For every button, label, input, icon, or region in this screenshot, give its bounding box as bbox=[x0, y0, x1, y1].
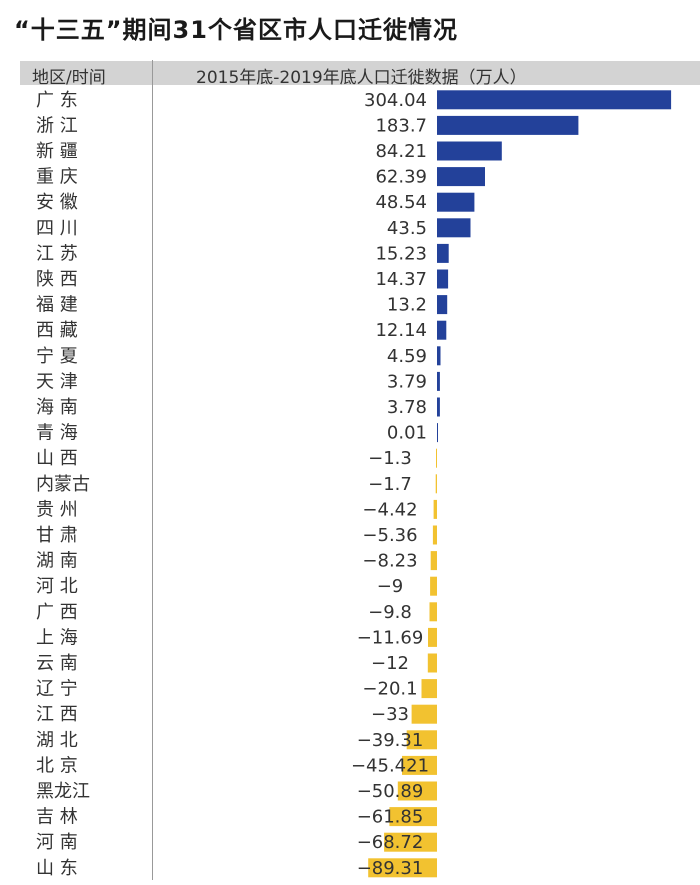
category-label: 天 津 bbox=[36, 371, 78, 392]
category-label: 浙 江 bbox=[36, 115, 78, 136]
bar bbox=[428, 627, 437, 647]
data-label: −61.85 bbox=[357, 807, 424, 828]
bar bbox=[402, 755, 437, 775]
category-label: 福 建 bbox=[36, 295, 78, 316]
data-label: −9.8 bbox=[368, 602, 412, 623]
data-label: 304.04 bbox=[364, 90, 427, 111]
category-label: 湖 北 bbox=[36, 730, 78, 751]
category-label: 广 西 bbox=[36, 602, 78, 623]
category-label: 江 西 bbox=[36, 704, 78, 725]
data-label: −45.421 bbox=[351, 755, 429, 776]
category-label: 陕 西 bbox=[36, 269, 78, 290]
bar bbox=[437, 115, 579, 135]
category-label: 贵 州 bbox=[36, 499, 78, 520]
data-label: −11.69 bbox=[357, 627, 424, 648]
data-label: 4.59 bbox=[387, 346, 427, 367]
data-label: 3.78 bbox=[387, 397, 427, 418]
category-label: 重 庆 bbox=[36, 167, 78, 188]
data-label: 48.54 bbox=[375, 192, 427, 213]
data-label: 13.2 bbox=[387, 295, 427, 316]
data-label: 183.7 bbox=[375, 115, 427, 136]
bar bbox=[389, 807, 437, 827]
bar bbox=[430, 576, 437, 596]
data-label: −20.1 bbox=[362, 679, 417, 700]
bar bbox=[436, 448, 437, 468]
data-label: 43.5 bbox=[387, 218, 427, 239]
bar bbox=[368, 858, 437, 878]
bar bbox=[437, 218, 471, 238]
column-divider bbox=[152, 60, 153, 880]
category-label: 宁 夏 bbox=[36, 346, 78, 367]
category-label: 云 南 bbox=[36, 653, 78, 674]
bar bbox=[384, 832, 437, 852]
bar bbox=[437, 423, 438, 443]
bar bbox=[437, 192, 475, 212]
header-data-label: 2015年底-2019年底人口迁徙数据（万人） bbox=[196, 68, 527, 88]
bar bbox=[437, 397, 440, 417]
category-label: 上 海 bbox=[36, 627, 78, 648]
data-label: 15.23 bbox=[375, 243, 427, 264]
category-label: 内蒙古 bbox=[36, 474, 90, 495]
category-label: 甘 肃 bbox=[36, 525, 78, 546]
chart-title: “十三五”期间31个省区市人口迁徙情况 bbox=[14, 16, 458, 44]
category-label: 吉 林 bbox=[36, 807, 78, 828]
bar bbox=[437, 320, 447, 340]
data-label: −4.42 bbox=[362, 499, 417, 520]
table-header: 地区/时间 2015年底-2019年底人口迁徙数据（万人） bbox=[20, 61, 700, 88]
data-label: 14.37 bbox=[375, 269, 427, 290]
bar bbox=[437, 269, 449, 289]
category-label: 山 西 bbox=[36, 448, 78, 469]
data-label: −89.31 bbox=[357, 858, 424, 879]
bar bbox=[437, 90, 672, 110]
category-label: 四 川 bbox=[36, 218, 78, 239]
bar bbox=[435, 474, 437, 494]
category-label: 新 疆 bbox=[36, 141, 78, 162]
data-label: −33 bbox=[371, 704, 409, 725]
bar bbox=[406, 730, 437, 750]
data-label: −5.36 bbox=[362, 525, 417, 546]
data-label: −1.3 bbox=[368, 448, 412, 469]
category-label: 河 南 bbox=[36, 832, 78, 853]
data-label: −1.7 bbox=[368, 474, 412, 495]
data-label: −12 bbox=[371, 653, 409, 674]
category-label: 山 东 bbox=[36, 858, 78, 879]
data-label: −39.31 bbox=[357, 730, 424, 751]
bar bbox=[437, 371, 440, 391]
category-label: 广 东 bbox=[36, 90, 78, 111]
bar bbox=[432, 525, 437, 545]
category-label: 黑龙江 bbox=[36, 781, 90, 802]
data-label: 12.14 bbox=[375, 320, 427, 341]
bar bbox=[437, 167, 485, 187]
category-label: 海 南 bbox=[36, 397, 78, 418]
bar bbox=[411, 704, 437, 724]
category-label: 江 苏 bbox=[36, 243, 78, 264]
bar bbox=[433, 499, 437, 519]
category-label: 北 京 bbox=[36, 755, 78, 776]
data-label: 84.21 bbox=[375, 141, 427, 162]
data-label: 0.01 bbox=[387, 423, 427, 444]
bar bbox=[429, 602, 437, 622]
category-label: 湖 南 bbox=[36, 551, 78, 572]
category-label: 青 海 bbox=[36, 423, 78, 444]
data-label: 62.39 bbox=[375, 167, 427, 188]
data-label: −8.23 bbox=[362, 551, 417, 572]
bar bbox=[427, 653, 437, 673]
bar bbox=[397, 781, 437, 801]
data-label: 3.79 bbox=[387, 371, 427, 392]
category-label: 安 徽 bbox=[36, 192, 78, 213]
data-label: −50.89 bbox=[357, 781, 424, 802]
bar bbox=[430, 551, 437, 571]
category-label: 西 藏 bbox=[36, 320, 78, 341]
bar bbox=[437, 141, 502, 161]
header-region-label: 地区/时间 bbox=[32, 68, 106, 88]
bar bbox=[437, 346, 441, 366]
bar bbox=[421, 679, 437, 699]
bar bbox=[437, 243, 449, 263]
data-label: −9 bbox=[377, 576, 404, 597]
category-label: 河 北 bbox=[36, 576, 78, 597]
data-label: −68.72 bbox=[357, 832, 424, 853]
category-label: 辽 宁 bbox=[36, 679, 78, 700]
bar bbox=[437, 295, 448, 315]
